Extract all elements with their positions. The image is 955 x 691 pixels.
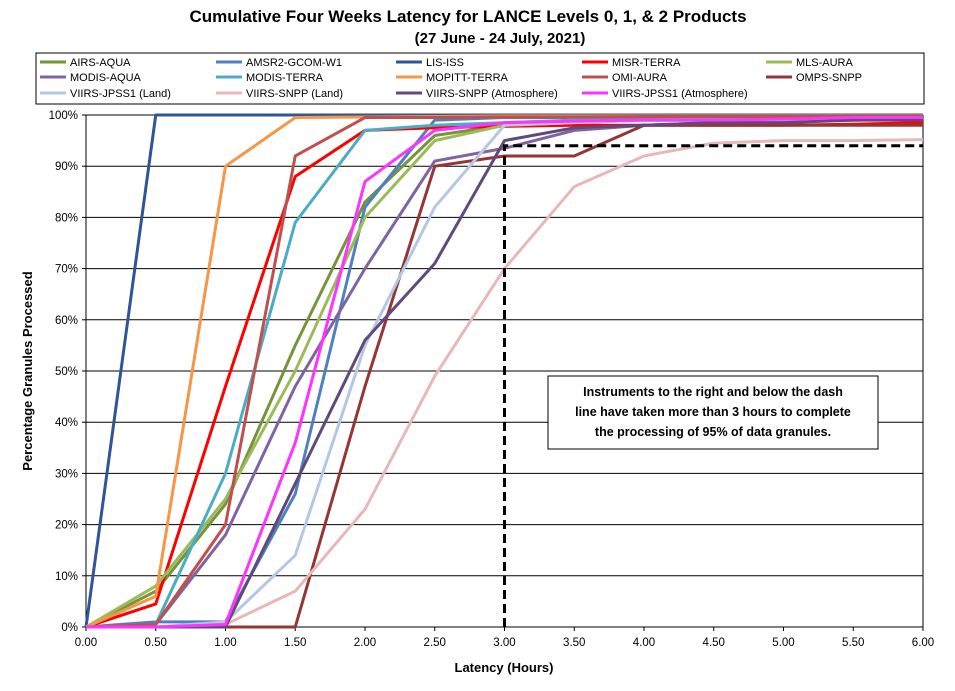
y-tick-label: 10% [55,571,78,583]
y-tick-label: 100% [49,110,78,122]
annotation-box [547,375,879,450]
x-tick-labels: 0.00 0.50 1.00 1.50 2.00 2.50 3.00 3.50 4.00 4.50… [75,637,934,649]
annotation-line-1: Instruments to the right and below the d… [583,385,843,399]
x-tick-label: 4.00 [633,637,655,649]
y-tick-label: 80% [55,212,78,224]
x-tick-label: 2.00 [354,637,376,649]
legend-label-airs-aqua: AIRS-AQUA [70,57,131,69]
legend-label-omps-snpp: OMPS-SNPP [796,72,862,84]
series-lines [84,113,924,629]
y-tick-label: 50% [55,366,78,378]
x-tick-label: 0.50 [145,637,167,649]
x-tick-label: 3.50 [563,637,585,649]
x-tick-label: 5.50 [842,637,864,649]
legend-label-modis-aqua: MODIS-AQUA [70,72,142,84]
y-tick-label: 40% [55,417,78,429]
legend: AIRS-AQUA AMSR2-GCOM-W1 LIS-ISS MISR-TERRA M… [40,57,862,100]
legend-label-misr-terra: MISR-TERRA [612,57,681,69]
series-line-viirs-jpss1-atmosphere [86,116,923,629]
x-tick-label: 2.50 [424,637,446,649]
y-tick-label: 30% [55,468,78,480]
x-axis-label: Latency (Hours) [455,660,554,675]
chart-subtitle: (27 June - 24 July, 2021) [415,30,586,47]
x-tick-label: 3.00 [493,637,515,649]
legend-label-viirs-snpp-atmosphere: VIIRS-SNPP (Atmosphere) [426,88,558,100]
x-tick-label: 1.50 [284,637,306,649]
y-tick-label: 90% [55,161,78,173]
chart-title: Cumulative Four Weeks Latency for LANCE … [189,7,746,26]
y-tick-labels: 0% 10% 20% 30% 40% 50% 60% 70% 80% 90% 100% [49,110,78,634]
y-axis-label: Percentage Granules Processed [20,271,35,470]
legend-label-omi-aura: OMI-AURA [612,72,668,84]
y-tick-label: 60% [55,315,78,327]
annotation-line-3: the processing of 95% of data granules. [595,425,831,439]
annotation-line-2: line have taken more than 3 hours to com… [575,405,851,419]
x-tick-label: 4.50 [703,637,725,649]
legend-label-mls-aura: MLS-AURA [796,57,854,69]
series-line-viirs-snpp-atmosphere [86,118,923,629]
y-tick-label: 0% [61,622,78,634]
gridlines [82,114,924,631]
legend-label-viirs-jpss1-atmosphere: VIIRS-JPSS1 (Atmosphere) [612,88,748,100]
legend-label-lis-iss: LIS-ISS [426,57,464,69]
x-tick-label: 5.00 [772,637,794,649]
x-tick-label: 1.00 [214,637,236,649]
legend-label-viirs-snpp-land: VIIRS-SNPP (Land) [246,88,343,100]
legend-label-modis-terra: MODIS-TERRA [246,72,324,84]
plot-area: 0.00 0.50 1.00 1.50 2.00 2.50 3.00 3.50 4.00 4.50… [49,110,935,649]
legend-label-viirs-jpss1-land: VIIRS-JPSS1 (Land) [70,88,171,100]
series-line-omi-aura [85,115,923,629]
threshold-dash-line [503,144,923,627]
y-tick-label: 20% [55,520,78,532]
legend-label-mopitt-terra: MOPITT-TERRA [426,72,509,84]
legend-label-amsr2-gcom-w1: AMSR2-GCOM-W1 [246,57,342,69]
x-tick-label: 0.00 [75,637,97,649]
x-tick-label: 6.00 [912,637,934,649]
y-tick-label: 70% [55,264,78,276]
